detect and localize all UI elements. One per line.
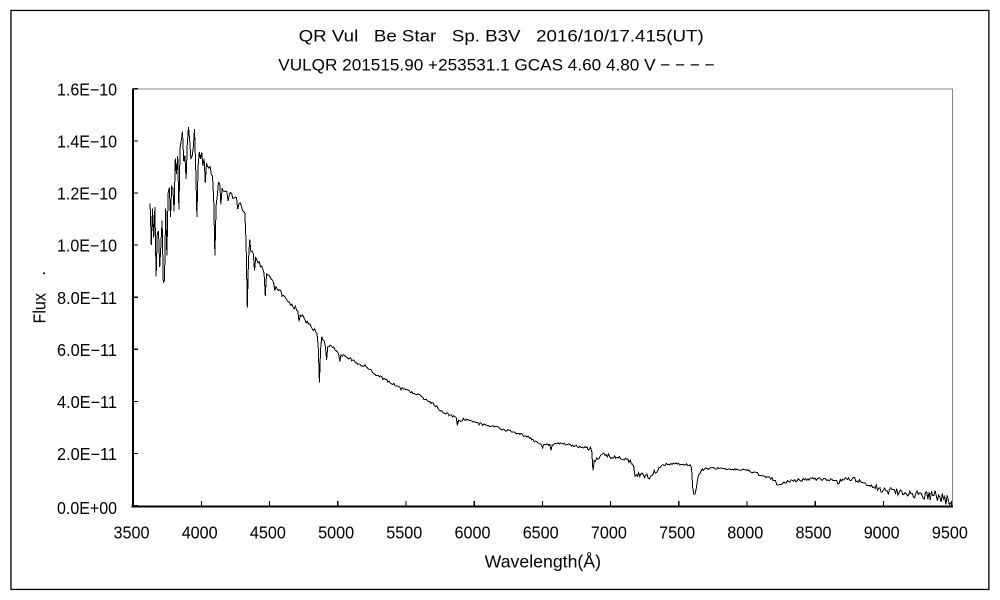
svg-text:8.0E−11: 8.0E−11 (57, 288, 117, 308)
svg-text:9000: 9000 (864, 523, 900, 543)
svg-text:VULQR 201515.90 +253531.1 GCAS: VULQR 201515.90 +253531.1 GCAS 4.60 4.80… (278, 55, 714, 74)
svg-text:1.6E−10: 1.6E−10 (57, 79, 117, 99)
svg-text:6000: 6000 (455, 523, 491, 543)
svg-text:9500: 9500 (932, 523, 968, 543)
svg-text:7500: 7500 (659, 523, 695, 543)
svg-text:4000: 4000 (182, 523, 218, 543)
svg-text:4500: 4500 (250, 523, 286, 543)
svg-text:1.0E−10: 1.0E−10 (57, 236, 117, 256)
svg-text:4.0E−11: 4.0E−11 (57, 392, 117, 412)
svg-text:2.0E−11: 2.0E−11 (57, 444, 117, 464)
svg-text:1.4E−10: 1.4E−10 (57, 132, 117, 152)
svg-text:0.0E+00: 0.0E+00 (57, 498, 117, 518)
svg-text:Wavelength(Å): Wavelength(Å) (485, 551, 601, 571)
svg-text:5000: 5000 (318, 523, 354, 543)
svg-text:3500: 3500 (114, 523, 150, 543)
svg-text:1.2E−10: 1.2E−10 (57, 184, 117, 204)
svg-text:8500: 8500 (796, 523, 832, 543)
svg-text:6500: 6500 (523, 523, 559, 543)
svg-text:8000: 8000 (727, 523, 763, 543)
svg-text:QR Vul Be Star Sp. B3V 2: QR Vul Be Star Sp. B3V 2016/10/17.415(UT… (299, 26, 704, 45)
svg-text:5500: 5500 (386, 523, 422, 543)
svg-text:6.0E−11: 6.0E−11 (57, 340, 117, 360)
svg-text:Flux: Flux (29, 293, 49, 324)
svg-text:7000: 7000 (591, 523, 627, 543)
